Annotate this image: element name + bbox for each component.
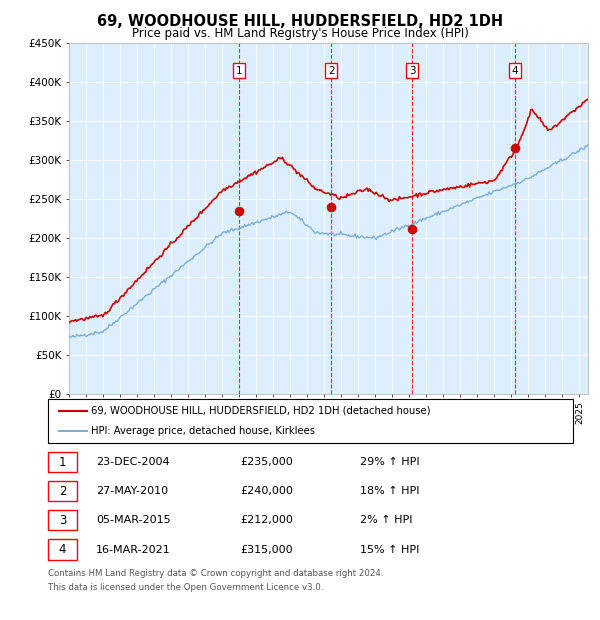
Text: 27-MAY-2010: 27-MAY-2010 — [96, 486, 168, 497]
Text: 16-MAR-2021: 16-MAR-2021 — [96, 544, 171, 555]
Text: £235,000: £235,000 — [240, 457, 293, 467]
Text: Contains HM Land Registry data © Crown copyright and database right 2024.: Contains HM Land Registry data © Crown c… — [48, 569, 383, 578]
Text: 2: 2 — [328, 66, 335, 76]
Text: 1: 1 — [59, 456, 66, 469]
Text: 69, WOODHOUSE HILL, HUDDERSFIELD, HD2 1DH (detached house): 69, WOODHOUSE HILL, HUDDERSFIELD, HD2 1D… — [91, 405, 431, 416]
Text: 4: 4 — [512, 66, 518, 76]
Text: 69, WOODHOUSE HILL, HUDDERSFIELD, HD2 1DH: 69, WOODHOUSE HILL, HUDDERSFIELD, HD2 1D… — [97, 14, 503, 29]
Text: 4: 4 — [59, 543, 66, 556]
Text: 29% ↑ HPI: 29% ↑ HPI — [360, 457, 419, 467]
Text: 18% ↑ HPI: 18% ↑ HPI — [360, 486, 419, 497]
Text: £315,000: £315,000 — [240, 544, 293, 555]
Text: 1: 1 — [235, 66, 242, 76]
Point — [234, 206, 244, 216]
Text: Price paid vs. HM Land Registry's House Price Index (HPI): Price paid vs. HM Land Registry's House … — [131, 27, 469, 40]
Text: 05-MAR-2015: 05-MAR-2015 — [96, 515, 170, 526]
Text: £212,000: £212,000 — [240, 515, 293, 526]
Text: £240,000: £240,000 — [240, 486, 293, 497]
Point — [407, 224, 417, 234]
Text: HPI: Average price, detached house, Kirklees: HPI: Average price, detached house, Kirk… — [91, 426, 315, 436]
Point — [326, 202, 336, 212]
Text: 23-DEC-2004: 23-DEC-2004 — [96, 457, 170, 467]
Point — [510, 144, 520, 154]
Text: 2: 2 — [59, 485, 66, 498]
Text: 3: 3 — [59, 514, 66, 527]
Text: 15% ↑ HPI: 15% ↑ HPI — [360, 544, 419, 555]
Text: This data is licensed under the Open Government Licence v3.0.: This data is licensed under the Open Gov… — [48, 583, 323, 593]
Text: 3: 3 — [409, 66, 416, 76]
Text: 2% ↑ HPI: 2% ↑ HPI — [360, 515, 413, 526]
